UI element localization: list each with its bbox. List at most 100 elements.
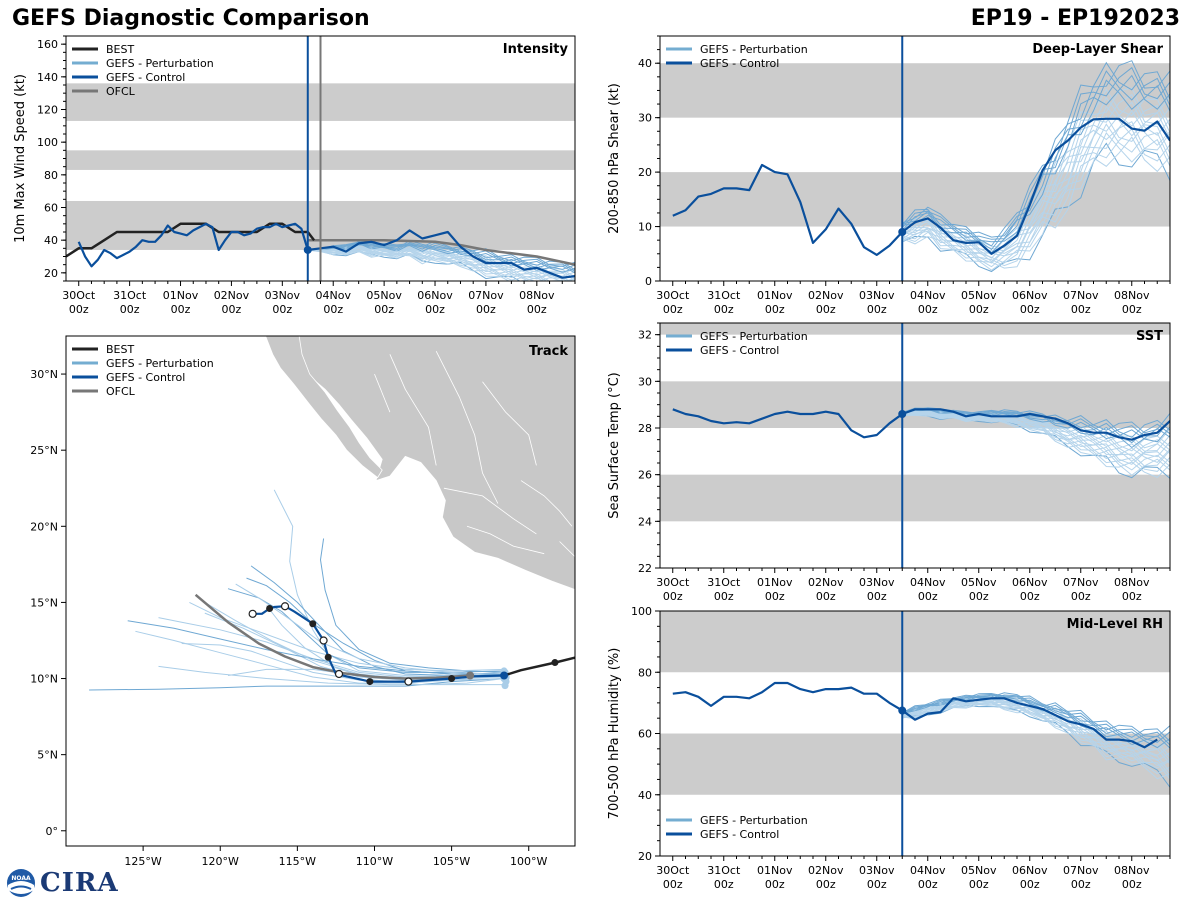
- intensity-legend-label: OFCL: [106, 85, 136, 98]
- intensity-xtick-hour: 00z: [323, 303, 343, 316]
- sst-ytick-label: 30: [638, 375, 652, 388]
- intensity-init-point: [303, 245, 312, 254]
- shear-perturbation-member: [902, 115, 1170, 264]
- rh-perturbation-member: [902, 694, 1170, 746]
- rh-plot-area: [660, 611, 1170, 856]
- sst-band: [660, 323, 1170, 335]
- sst-xtick-hour: 00z: [1122, 590, 1142, 603]
- control-halfday-point: [404, 677, 413, 686]
- rh-xtick-hour: 00z: [765, 878, 785, 891]
- control-start-point: [500, 671, 509, 680]
- shear-xtick-day: 05Nov: [961, 289, 997, 302]
- track-lat-label: 10°N: [30, 673, 58, 686]
- sst-ytick-label: 28: [638, 422, 652, 435]
- perturbation-track: [135, 630, 505, 684]
- intensity-perturbation-member: [307, 243, 575, 273]
- perturbation-track: [127, 620, 504, 675]
- track-lat-label: 30°N: [30, 368, 58, 381]
- rh-ytick-label: 100: [631, 605, 652, 618]
- rh-xtick-hour: 00z: [1122, 878, 1142, 891]
- rh-perturbation-member: [902, 694, 1170, 749]
- shear-init-point: [898, 228, 907, 236]
- control-day-point: [324, 653, 332, 661]
- rh-ytick-label: 80: [638, 666, 652, 679]
- shear-perturbation-member: [902, 66, 1170, 240]
- intensity-xtick-day: 07Nov: [468, 289, 504, 302]
- intensity-xtick-hour: 00z: [69, 303, 89, 316]
- intensity-ytick-label: 40: [44, 234, 58, 247]
- track-map: 125°W 120°W 115°W 110°W 105°W 100°W 0° 5°N 10°N 1…: [30, 335, 576, 868]
- sst-xtick-day: 04Nov: [910, 576, 946, 589]
- sst-perturbation-member: [902, 408, 1170, 449]
- intensity-ytick-label: 120: [37, 104, 58, 117]
- intensity-xtick-day: 02Nov: [214, 289, 250, 302]
- track-legend-label: GEFS - Perturbation: [106, 357, 214, 370]
- track-lat-label: 20°N: [30, 520, 58, 533]
- land-baja: [265, 336, 383, 479]
- sst-ylabel: Sea Surface Temp (°C): [607, 372, 622, 519]
- rh-perturbation-member: [902, 693, 1170, 743]
- shear-perturbation-member: [902, 131, 1170, 271]
- sst-xtick-day: 30Oct: [656, 576, 690, 589]
- rh-xtick-hour: 00z: [867, 878, 887, 891]
- rh-chart: 2040608010030Oct00z31Oct00z01Nov00z02Nov…: [607, 605, 1171, 891]
- sst-plot-area: [660, 323, 1170, 568]
- shear-perturbation-member: [902, 87, 1170, 249]
- perturbation-track: [235, 583, 505, 676]
- track-lat-label: 25°N: [30, 444, 58, 457]
- control-day-point: [309, 620, 317, 628]
- sst-xtick-hour: 00z: [1071, 590, 1091, 603]
- ofcl-point: [466, 671, 475, 680]
- sst-ytick-label: 24: [638, 515, 652, 528]
- intensity-ytick-label: 160: [37, 38, 58, 51]
- intensity-xtick-day: 31Oct: [113, 289, 147, 302]
- sst-xtick-hour: 00z: [765, 590, 785, 603]
- sst-perturbation-member: [902, 412, 1170, 463]
- intensity-panel-label: Intensity: [503, 42, 569, 57]
- rh-xtick-hour: 00z: [969, 878, 989, 891]
- intensity-xtick-day: 01Nov: [163, 289, 199, 302]
- sst-xtick-hour: 00z: [918, 590, 938, 603]
- shear-perturbation-member: [902, 128, 1170, 267]
- intensity-ytick-label: 140: [37, 71, 58, 84]
- page-title: GEFS Diagnostic Comparison: [12, 6, 370, 31]
- control-halfday-point: [334, 669, 344, 679]
- intensity-xtick-day: 04Nov: [315, 289, 351, 302]
- shear-ytick-label: 40: [638, 57, 652, 70]
- sst-band: [660, 381, 1170, 428]
- shear-perturbation-member: [902, 136, 1170, 269]
- rh-perturbation-member: [902, 703, 1170, 780]
- shear-xtick-hour: 00z: [765, 303, 785, 316]
- track-legend-label: GEFS - Control: [106, 371, 185, 384]
- shear-ytick-label: 20: [638, 166, 652, 179]
- shear-ytick-label: 10: [638, 221, 652, 234]
- sst-perturbation-member: [902, 414, 1170, 478]
- rh-legend-label: GEFS - Control: [700, 828, 779, 841]
- best-point: [551, 659, 559, 667]
- rh-band: [660, 611, 1170, 673]
- track-lon-label: 105°W: [433, 855, 470, 868]
- shear-band: [660, 63, 1170, 118]
- shear-perturbation-member: [902, 142, 1170, 273]
- rh-xtick-day: 02Nov: [808, 864, 844, 877]
- sst-perturbation-member: [902, 414, 1170, 472]
- shear-ylabel: 200-850 hPa Shear (kt): [607, 83, 622, 234]
- sst-band: [660, 474, 1170, 522]
- rh-xtick-day: 05Nov: [961, 864, 997, 877]
- track-lat-label: 0°: [46, 825, 59, 838]
- intensity-xtick-hour: 00z: [527, 303, 547, 316]
- intensity-xtick-day: 08Nov: [519, 289, 555, 302]
- sst-xtick-day: 06Nov: [1012, 576, 1048, 589]
- shear-perturbation-member: [901, 70, 1170, 251]
- intensity-legend-label: GEFS - Control: [106, 71, 185, 84]
- sst-xtick-day: 31Oct: [707, 576, 741, 589]
- rh-xtick-hour: 00z: [918, 878, 938, 891]
- rh-xtick-day: 31Oct: [707, 864, 741, 877]
- rh-panel-label: Mid-Level RH: [1067, 617, 1163, 632]
- intensity-chart: 2040608010012014016030Oct00z31Oct00z01No…: [13, 35, 576, 316]
- shear-control-line: [672, 117, 1170, 256]
- shear-xtick-hour: 00z: [918, 303, 938, 316]
- control-day-point: [266, 605, 274, 613]
- track-lon-label: 100°W: [510, 855, 547, 868]
- rh-xtick-hour: 00z: [663, 878, 683, 891]
